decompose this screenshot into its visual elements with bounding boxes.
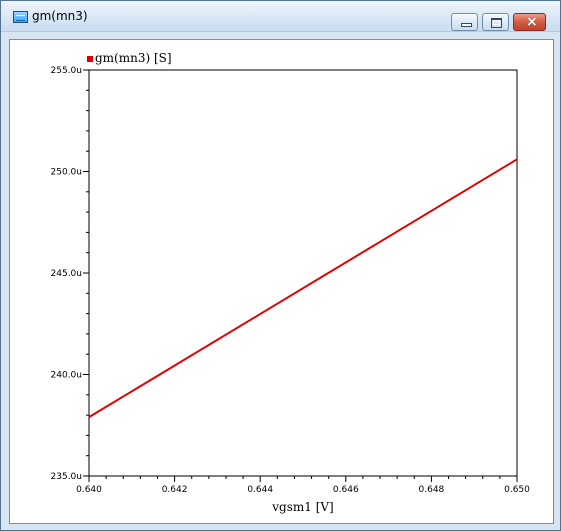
- plot-area[interactable]: gm(mn3) [S] 235.0u 240.0u 245.0u 250.0u 255.…: [9, 39, 554, 524]
- x-tick-label: 0.642: [162, 485, 188, 495]
- legend-unit: [S]: [154, 51, 172, 65]
- close-button[interactable]: ×: [513, 13, 546, 31]
- close-icon: ×: [526, 14, 538, 30]
- maximize-icon: [491, 18, 502, 28]
- x-axis-title: vgsm1 [V]: [271, 500, 333, 514]
- y-tick-label: 255.0u: [51, 66, 82, 76]
- maximize-button[interactable]: [482, 13, 509, 31]
- legend: gm(mn3) [S]: [87, 51, 172, 65]
- window-controls: ×: [451, 13, 546, 32]
- axes: 235.0u 240.0u 245.0u 250.0u 255.0u 0.640 0.642…: [51, 66, 531, 495]
- waveform-window-icon: [13, 11, 28, 23]
- line-chart[interactable]: gm(mn3) [S] 235.0u 240.0u 245.0u 250.0u 255.…: [10, 40, 554, 524]
- plot-background: [10, 40, 553, 523]
- y-tick-label: 235.0u: [51, 472, 82, 482]
- x-tick-label: 0.648: [419, 485, 445, 495]
- series-line-gm-mn3: [88, 158, 518, 418]
- y-tick-label: 240.0u: [51, 371, 82, 381]
- x-tick-label: 0.640: [76, 485, 102, 495]
- legend-swatch: [87, 56, 93, 62]
- legend-label: gm(mn3): [95, 51, 150, 65]
- x-tick-label: 0.650: [504, 485, 530, 495]
- minimize-button[interactable]: [451, 13, 478, 31]
- x-tick-label: 0.646: [333, 485, 359, 495]
- minimize-icon: [461, 23, 472, 27]
- y-tick-label: 250.0u: [51, 168, 82, 178]
- x-tick-label: 0.644: [247, 485, 273, 495]
- series-layer: [88, 158, 518, 418]
- window-titlebar[interactable]: gm(mn3) ×: [1, 1, 560, 32]
- window-title: gm(mn3): [32, 9, 88, 23]
- y-tick-label: 245.0u: [51, 269, 82, 279]
